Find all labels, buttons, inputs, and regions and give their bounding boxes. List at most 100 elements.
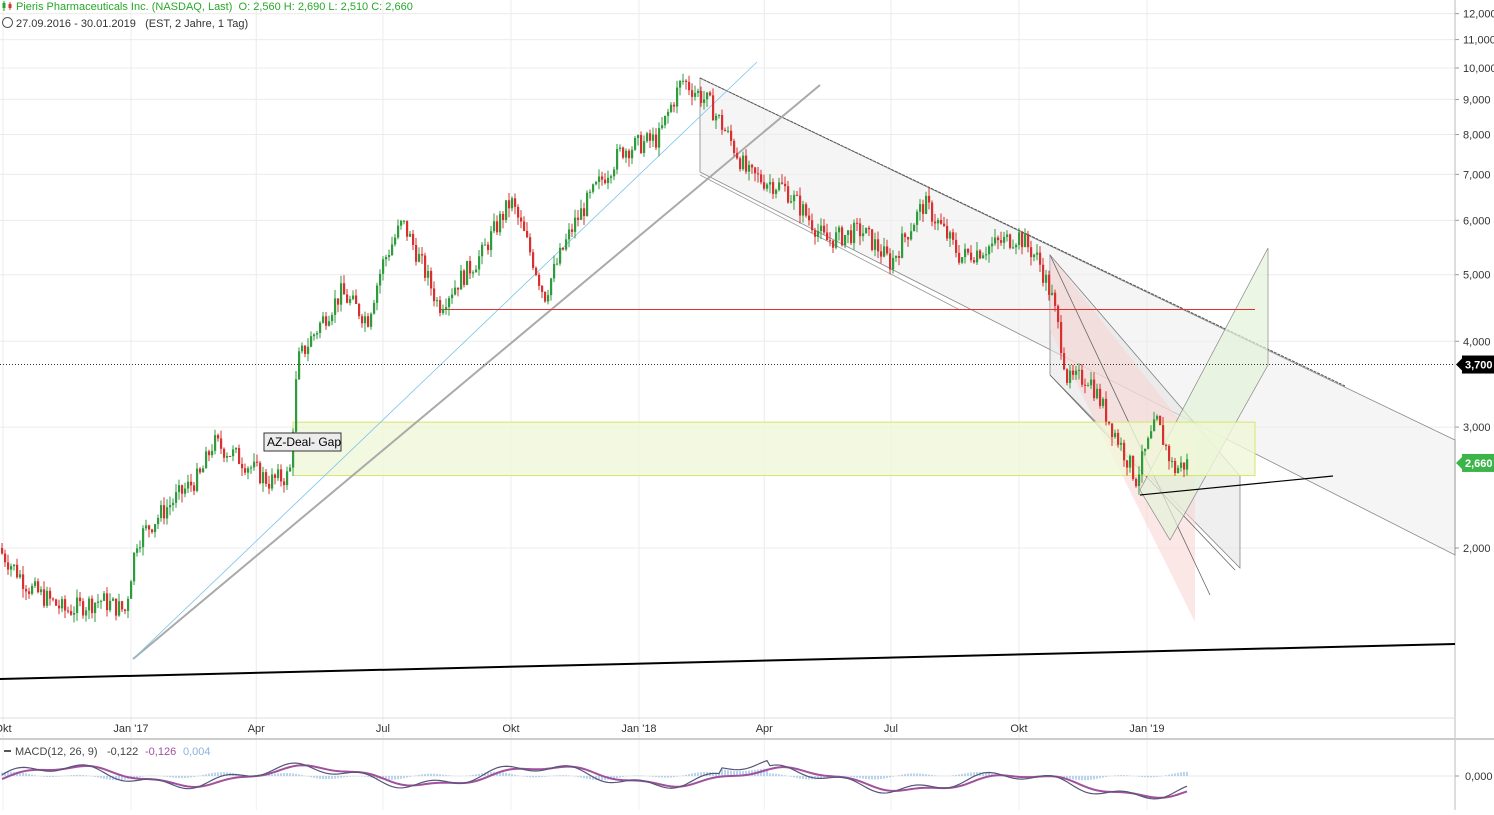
candle-body (130, 581, 133, 599)
candle-body (472, 272, 475, 274)
clock-icon (2, 17, 13, 28)
candle-body (46, 590, 49, 606)
annotation-box (263, 432, 342, 452)
candle-body (1186, 459, 1189, 470)
y-tick-label: 4,000 (1463, 336, 1491, 348)
candle-body (610, 176, 613, 178)
candle-body (184, 488, 187, 494)
candle-body (658, 128, 661, 148)
candle-body (412, 233, 415, 246)
candle-body (883, 246, 886, 257)
candle-body (235, 448, 238, 450)
candle-body (241, 463, 244, 469)
candle-body (82, 601, 85, 616)
candle-body (1042, 264, 1045, 283)
candle-body (919, 204, 922, 212)
candle-body (1087, 385, 1090, 387)
candle-body (778, 182, 781, 190)
candle-body (172, 502, 175, 506)
candle-body (511, 198, 514, 209)
x-tick-label: Apr (248, 723, 265, 735)
candle-body (1069, 370, 1072, 383)
candle-body (1030, 247, 1033, 258)
candle-body (1024, 234, 1027, 248)
candle-body (481, 244, 484, 257)
candle-body (820, 225, 823, 232)
candle-body (523, 221, 526, 231)
candle-body (466, 260, 469, 285)
candle-body (529, 237, 532, 253)
candle-body (670, 104, 673, 112)
candle-body (715, 115, 718, 121)
candle-body (922, 204, 925, 214)
candle-body (745, 155, 748, 172)
candle-body (949, 232, 952, 239)
candle-body (349, 299, 352, 303)
candle-body (868, 227, 871, 230)
candle-body (802, 204, 805, 216)
candle-body (187, 481, 190, 489)
x-tick-label: Jan '18 (621, 723, 656, 735)
candle-body (415, 245, 418, 262)
candle-body (253, 461, 256, 468)
candle-body (478, 256, 481, 270)
candle-body (502, 213, 505, 220)
candle-body (772, 182, 775, 194)
candle-body (121, 601, 124, 610)
candle-body (97, 601, 100, 603)
candle-body (190, 481, 193, 486)
candle-body (607, 177, 610, 184)
candle-body (742, 155, 745, 170)
candle-body (973, 260, 976, 263)
candle-body (592, 184, 595, 192)
candle-body (964, 248, 967, 258)
candle-body (400, 220, 403, 226)
candle-body (676, 87, 679, 107)
candle-body (805, 204, 808, 216)
candle-body (394, 237, 397, 245)
candle-body (304, 345, 307, 354)
candle-body (565, 239, 568, 250)
date-range: 27.09.2016 - 30.01.2019 (16, 18, 136, 30)
candle-body (886, 246, 889, 254)
candle-body (142, 528, 145, 548)
candle-body (790, 201, 793, 203)
candle-body (1132, 455, 1135, 479)
candle-body (823, 225, 826, 233)
candle-body (430, 270, 433, 289)
macd-legend-swatch (4, 750, 11, 752)
candle-body (1165, 444, 1168, 446)
y-tick-label: 12,000 (1463, 9, 1494, 21)
last-price-label: 3,700 (1465, 360, 1493, 372)
candle-body (517, 206, 520, 218)
candle-body (664, 115, 667, 126)
candle-body (1123, 442, 1126, 461)
candle-body (889, 253, 892, 270)
candle-body (37, 581, 40, 593)
y-tick-label: 8,000 (1463, 130, 1491, 142)
candle-body (208, 451, 211, 456)
annotation-label: AZ-Deal- Gap (267, 435, 341, 449)
candle-body (1078, 369, 1081, 371)
candle-body (58, 605, 61, 609)
candle-body (166, 507, 169, 519)
candle-body (562, 247, 565, 250)
current-price-label: 2,660 (1465, 458, 1493, 470)
candle-body (124, 609, 127, 611)
candle-body (343, 283, 346, 295)
x-tick-label: Apr (756, 723, 773, 735)
candle-body (700, 90, 703, 104)
candle-body (475, 269, 478, 273)
candle-body (175, 492, 178, 503)
time-meta: (EST, 2 Jahre, 1 Tag) (145, 18, 249, 30)
candle-body (1096, 388, 1099, 399)
y-tick-label: 11,000 (1463, 35, 1494, 47)
candle-body (655, 134, 658, 148)
candle-body (766, 184, 769, 189)
candle-body (649, 133, 652, 141)
candle-body (646, 133, 649, 142)
candle-body (1153, 419, 1156, 432)
candle-body (661, 125, 664, 129)
candle-body (499, 213, 502, 233)
